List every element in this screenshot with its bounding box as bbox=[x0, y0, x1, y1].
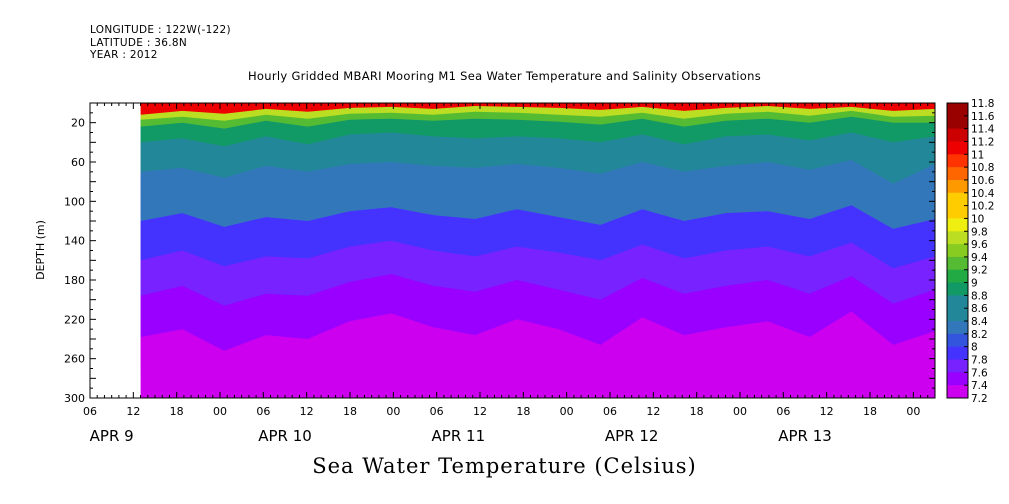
x-tick-label: 00 bbox=[906, 405, 920, 418]
colorbar-swatch bbox=[947, 179, 968, 194]
x-tick-label: 06 bbox=[603, 405, 617, 418]
x-tick-label: 18 bbox=[343, 405, 357, 418]
chart-caption: Sea Water Temperature (Celsius) bbox=[312, 454, 697, 478]
colorbar-swatch bbox=[947, 333, 968, 348]
y-tick-label: 100 bbox=[64, 195, 85, 208]
no-data-region bbox=[91, 104, 141, 397]
x-day-label: APR 12 bbox=[605, 427, 659, 445]
x-tick-label: 12 bbox=[820, 405, 834, 418]
plot-metadata: LONGITUDE : 122W(-122) LATITUDE : 36.8N … bbox=[90, 24, 231, 62]
colorbar-swatch bbox=[947, 154, 968, 168]
x-day-label: APR 11 bbox=[432, 427, 486, 445]
x-tick-label: 00 bbox=[733, 405, 747, 418]
colorbar-label: 7.6 bbox=[971, 367, 988, 379]
colorbar-label: 8.4 bbox=[971, 316, 988, 328]
y-axis-label: DEPTH (m) bbox=[34, 220, 47, 280]
colorbar-swatch bbox=[947, 308, 968, 322]
colorbar-legend: 11.811.611.411.21110.810.610.410.2109.89… bbox=[946, 98, 995, 405]
colorbar-label: 10.4 bbox=[971, 188, 995, 200]
colorbar-swatch bbox=[947, 256, 968, 271]
x-day-label: APR 9 bbox=[90, 427, 134, 445]
colorbar-label: 9.4 bbox=[971, 252, 988, 264]
colorbar-swatch bbox=[947, 359, 968, 373]
colorbar-swatch bbox=[947, 167, 968, 181]
colorbar-label: 11.6 bbox=[971, 111, 995, 123]
colorbar-label: 10 bbox=[971, 213, 984, 225]
colorbar-label: 11.4 bbox=[971, 124, 995, 136]
y-axis: 20 60 100 140 180 220 260 300 bbox=[64, 102, 935, 405]
y-tick-label: 260 bbox=[64, 353, 85, 366]
colorbar-swatch bbox=[947, 218, 968, 232]
y-tick-label: 300 bbox=[64, 392, 85, 405]
colorbar-label: 7.2 bbox=[971, 393, 988, 405]
x-tick-label: 12 bbox=[300, 405, 314, 418]
x-day-label: APR 13 bbox=[778, 427, 832, 445]
x-tick-label: 00 bbox=[213, 405, 227, 418]
colorbar-swatch bbox=[947, 282, 968, 296]
colorbar-label: 9.6 bbox=[971, 239, 988, 251]
x-tick-label: 00 bbox=[386, 405, 400, 418]
x-tick-label: 00 bbox=[560, 405, 574, 418]
x-tick-label: 18 bbox=[863, 405, 877, 418]
colorbar-label: 8.2 bbox=[971, 329, 988, 341]
colorbar-swatch bbox=[947, 231, 968, 245]
y-tick-label: 140 bbox=[64, 235, 85, 248]
x-tick-label: 06 bbox=[256, 405, 270, 418]
y-tick-label: 180 bbox=[64, 274, 85, 287]
temperature-bands bbox=[140, 103, 935, 398]
colorbar-swatch bbox=[947, 141, 968, 155]
x-tick-label: 18 bbox=[690, 405, 704, 418]
colorbar-label: 11.8 bbox=[971, 98, 994, 110]
colorbar-label: 8 bbox=[971, 342, 978, 354]
colorbar-swatch bbox=[947, 295, 968, 309]
colorbar-frame bbox=[946, 102, 969, 399]
x-tick-label: 12 bbox=[126, 405, 140, 418]
colorbar-label: 11.2 bbox=[971, 136, 994, 148]
x-tick-label: 12 bbox=[473, 405, 487, 418]
x-axis: 06 12 18 00 06 12 18 00 06 12 18 00 06 12 18 00 06 12 18 00… bbox=[83, 103, 936, 445]
x-tick-label: 06 bbox=[83, 405, 97, 418]
colorbar-label: 10.6 bbox=[971, 175, 995, 187]
colorbar-swatch bbox=[947, 346, 968, 361]
colorbar-label: 11 bbox=[971, 149, 984, 161]
colorbar-label: 10.2 bbox=[971, 201, 994, 213]
colorbar-swatch bbox=[947, 103, 968, 117]
band-warmest bbox=[140, 103, 935, 115]
colorbar-label: 10.8 bbox=[971, 162, 994, 174]
colorbar-swatch bbox=[947, 128, 968, 142]
x-tick-label: 06 bbox=[430, 405, 444, 418]
y-tick-label: 60 bbox=[71, 156, 85, 169]
x-tick-label: 18 bbox=[170, 405, 184, 418]
colorbar-swatch bbox=[947, 385, 968, 399]
year-label: YEAR : 2012 bbox=[90, 49, 158, 61]
colorbar-label: 9 bbox=[971, 278, 978, 290]
colorbar-label: 7.4 bbox=[971, 380, 988, 392]
colorbar-label: 8.6 bbox=[971, 303, 988, 315]
colorbar-label: 9.8 bbox=[971, 226, 988, 238]
colorbar-swatch bbox=[947, 269, 968, 284]
colorbar-swatch bbox=[947, 244, 968, 258]
colorbar-label: 8.8 bbox=[971, 290, 988, 302]
colorbar-swatch bbox=[947, 192, 968, 207]
x-tick-label: 06 bbox=[776, 405, 790, 418]
y-tick-label: 220 bbox=[64, 313, 85, 326]
colorbar-swatch bbox=[947, 321, 968, 335]
longitude-label: LONGITUDE : 122W(-122) bbox=[90, 24, 231, 36]
colorbar-swatch bbox=[947, 115, 968, 130]
colorbar-swatch bbox=[947, 372, 968, 386]
chart-title: Hourly Gridded MBARI Mooring M1 Sea Wate… bbox=[247, 69, 762, 83]
colorbar-label: 7.8 bbox=[971, 355, 988, 367]
x-tick-label: 12 bbox=[646, 405, 660, 418]
colorbar-swatch bbox=[947, 205, 968, 219]
latitude-label: LATITUDE : 36.8N bbox=[90, 36, 188, 49]
colorbar-label: 9.2 bbox=[971, 265, 988, 277]
y-tick-label: 20 bbox=[71, 117, 85, 130]
x-tick-label: 18 bbox=[516, 405, 530, 418]
x-day-label: APR 10 bbox=[258, 427, 312, 445]
